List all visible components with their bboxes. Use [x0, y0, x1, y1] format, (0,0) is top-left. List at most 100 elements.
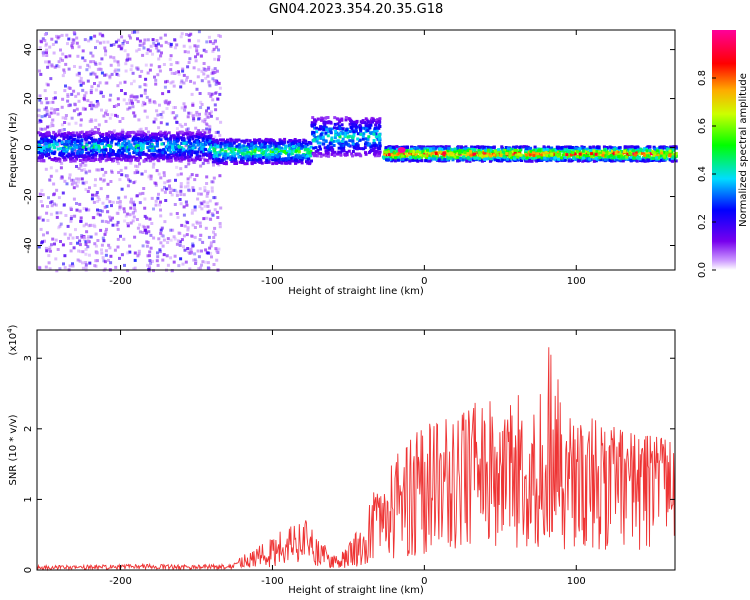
spectrogram-noise-cell	[173, 188, 177, 192]
spectrogram-band-cell	[305, 154, 309, 158]
spectrogram-band-cell	[636, 145, 640, 149]
spectrogram-noise-cell	[175, 43, 179, 47]
spectrogram-band-cell	[274, 141, 278, 145]
spectrogram-band-cell	[615, 158, 619, 162]
spectrogram-noise-cell	[156, 251, 159, 255]
spectrogram-band-cell	[106, 140, 110, 144]
spectrogram-noise-cell	[127, 34, 131, 38]
spectrogram-band-cell	[120, 151, 124, 155]
spectrogram-band-cell	[344, 134, 348, 138]
spectrogram-noise-cell	[45, 51, 48, 54]
spectrogram-noise-cell	[152, 41, 156, 45]
spectrogram-band-cell	[310, 123, 314, 127]
spectrogram-band-cell	[241, 156, 245, 160]
spectrogram-noise-cell	[126, 269, 130, 273]
spectrogram-band-cell	[671, 145, 675, 149]
spectrogram-band-cell	[348, 117, 352, 121]
spectrogram-noise-cell	[200, 202, 204, 206]
spectrogram-band-cell	[278, 138, 282, 142]
spectrogram-band-cell	[213, 139, 217, 143]
spectrogram-band-cell	[90, 137, 93, 140]
spectrogram-band-cell	[150, 132, 154, 136]
spectrogram-band-cell	[220, 158, 224, 162]
spectrogram-noise-cell	[163, 33, 167, 37]
spectrogram-band-cell	[244, 156, 248, 160]
spectrogram-noise-cell	[136, 37, 139, 41]
spectrogram-band-cell	[315, 126, 319, 130]
spectrogram-noise-cell	[182, 213, 186, 217]
spectrogram-band-cell	[326, 121, 330, 125]
spectrogram-noise-cell	[121, 117, 125, 120]
spectrogram-band-cell	[214, 158, 218, 162]
spectrogram-band-cell	[554, 148, 558, 152]
spectrogram-band-cell	[390, 148, 394, 151]
spectrogram-band-cell	[145, 153, 149, 157]
spectrogram-noise-cell	[184, 122, 187, 126]
spectrogram-band-cell	[374, 132, 378, 136]
spectrogram-band-cell	[94, 148, 98, 152]
spectrogram-band-cell	[148, 159, 152, 163]
spectrogram-noise-cell	[63, 179, 67, 183]
spectrogram-band-cell	[598, 148, 602, 152]
spectrogram-band-cell	[180, 150, 184, 154]
spectrogram-noise-cell	[104, 220, 108, 224]
spectrogram-band-cell	[389, 149, 393, 153]
spectrogram-band-cell	[183, 155, 187, 159]
spectrogram-noise-cell	[170, 140, 174, 144]
spectrogram-band-cell	[237, 147, 241, 151]
spectrogram-noise-cell	[51, 100, 55, 104]
spectrogram-noise-cell	[203, 186, 207, 189]
spectrogram-band-cell	[90, 138, 94, 142]
spectrogram-band-cell	[125, 157, 129, 161]
spectrogram-noise-cell	[161, 92, 165, 96]
spectrogram-band-cell	[233, 148, 237, 151]
spectrogram-noise-cell	[90, 119, 94, 123]
spectrogram-band-cell	[202, 144, 206, 148]
spectrogram-band-cell	[239, 158, 243, 162]
spectrogram-band-cell	[152, 153, 156, 157]
spectrogram-band-cell	[311, 132, 315, 136]
spectrogram-band-cell	[473, 154, 477, 158]
spectrogram-noise-cell	[139, 94, 143, 98]
spectrogram-noise-cell	[127, 178, 131, 182]
figure-title: GN04.2023.354.20.35.G18	[269, 2, 444, 17]
spectrogram-noise-cell	[187, 162, 190, 166]
spectrogram-noise-cell	[133, 207, 137, 211]
spectrogram-band-cell	[358, 138, 362, 142]
spectrogram-band-cell	[356, 137, 360, 141]
spectrogram-band-cell	[51, 140, 55, 144]
spectrogram-band-cell	[308, 161, 312, 165]
spectrogram-noise-cell	[192, 81, 196, 85]
spectrogram-band-cell	[149, 149, 153, 153]
spectrogram-noise-cell	[70, 116, 74, 120]
spectrogram-band-cell	[458, 151, 462, 155]
spectrogram-noise-cell	[187, 162, 191, 165]
spectrogram-band-cell	[108, 135, 112, 139]
spectrogram-noise-cell	[193, 44, 197, 48]
spectrogram-band-cell	[47, 131, 51, 135]
spectrogram-band-cell	[80, 155, 84, 158]
spectrogram-noise-cell	[135, 95, 139, 99]
spectrogram-band-cell	[196, 143, 200, 147]
spectrogram-noise-cell	[149, 233, 153, 237]
spectrogram-noise-cell	[164, 40, 168, 44]
spectrogram-band-cell	[343, 152, 347, 156]
spectrogram-band-cell	[595, 145, 599, 149]
spectrogram-noise-cell	[184, 165, 188, 169]
spectrogram-band-cell	[557, 146, 561, 149]
spectrogram-noise-cell	[75, 41, 79, 45]
spectrogram-noise-cell	[145, 52, 149, 55]
spectrogram-band-cell	[273, 150, 277, 154]
spectrogram-noise-cell	[70, 44, 74, 48]
spectrogram-noise-cell	[187, 38, 191, 42]
spectrogram-band-cell	[365, 125, 369, 129]
spectrogram-band-cell	[486, 145, 490, 149]
spectrogram-band-cell	[97, 144, 101, 148]
spectrogram-band-cell	[419, 145, 423, 149]
spectrogram-band-cell	[378, 147, 382, 150]
spectrogram-band-cell	[188, 155, 192, 159]
spectrogram-noise-cell	[143, 214, 147, 218]
spectrogram-noise-cell	[43, 33, 47, 36]
spectrogram-band-cell	[274, 144, 278, 148]
spectrogram-noise-cell	[126, 184, 130, 188]
